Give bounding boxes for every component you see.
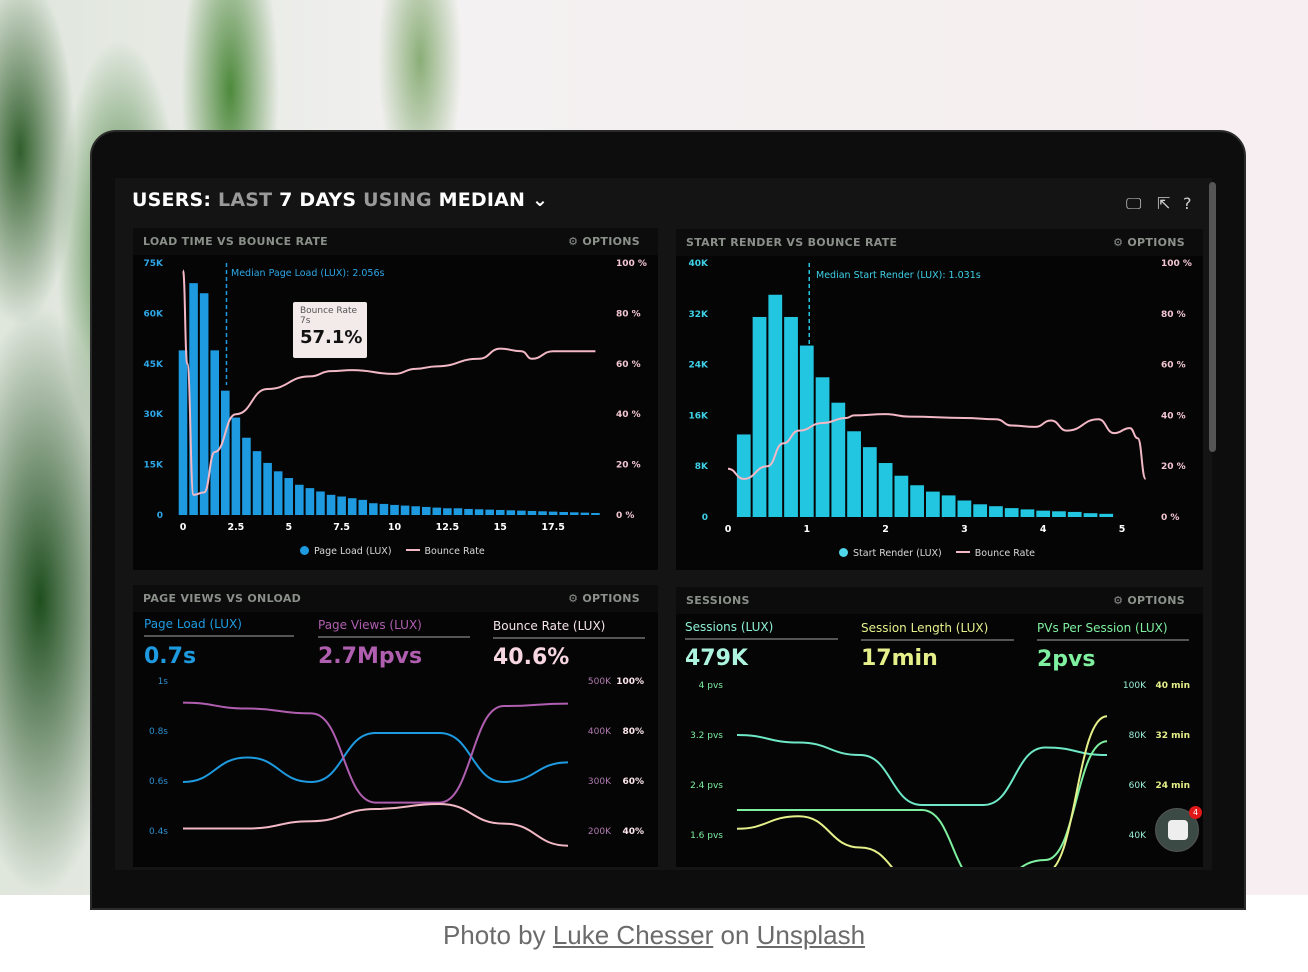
options-button[interactable]: ⚙ OPTIONS xyxy=(568,592,640,605)
metric-label: Bounce Rate (LUX) xyxy=(493,619,645,639)
metric-value: 17min xyxy=(861,646,938,671)
load-time-chart-panel xyxy=(133,255,658,570)
metric-value: 2pvs xyxy=(1037,647,1096,672)
help-icon[interactable]: ? xyxy=(1183,194,1192,213)
monitor-icon[interactable]: 🖵 xyxy=(1126,194,1142,213)
start-render-chart-panel xyxy=(676,256,1203,570)
legend-item[interactable]: Page Load (LUX) xyxy=(314,546,392,557)
unsplash-link[interactable]: Unsplash xyxy=(756,920,866,950)
metric-label: PVs Per Session (LUX) xyxy=(1037,621,1189,641)
legend-dot xyxy=(839,548,848,557)
panel-header: START RENDER VS BOUNCE RATE ⚙ OPTIONS xyxy=(676,229,1203,256)
chat-icon xyxy=(1168,820,1188,840)
options-button[interactable]: ⚙ OPTIONS xyxy=(568,235,640,248)
metric-label: Sessions (LUX) xyxy=(685,620,838,640)
photo-credit: Photo by Luke Chesser on Unsplash xyxy=(442,920,866,950)
panel-header: PAGE VIEWS VS ONLOAD ⚙ OPTIONS xyxy=(133,585,658,612)
options-button[interactable]: ⚙ OPTIONS xyxy=(1113,236,1185,249)
metric-label: Session Length (LUX) xyxy=(861,621,1014,641)
author-link[interactable]: Luke Chesser xyxy=(552,920,714,950)
median-annotation: Median Start Render (LUX): 1.031s xyxy=(816,270,981,281)
legend-item[interactable]: Bounce Rate xyxy=(424,546,485,557)
legend-dot xyxy=(300,546,309,555)
legend: Start Render (LUX) Bounce Rate xyxy=(839,548,1035,559)
page-title[interactable]: USERS: LAST 7 DAYS USING MEDIAN ⌄ xyxy=(132,189,549,211)
chevron-down-icon[interactable]: ⌄ xyxy=(532,189,549,211)
metric-value: 2.7Mpvs xyxy=(318,644,423,669)
legend-item[interactable]: Bounce Rate xyxy=(974,548,1036,559)
legend-item[interactable]: Start Render (LUX) xyxy=(853,548,942,559)
panel-header: SESSIONS ⚙ OPTIONS xyxy=(676,587,1203,614)
panel-header: LOAD TIME VS BOUNCE RATE ⚙ OPTIONS xyxy=(133,228,658,255)
metric-value: 479K xyxy=(685,646,748,671)
metric-label: Page Views (LUX) xyxy=(318,618,470,638)
tooltip: Bounce Rate 7s 57.1% xyxy=(293,302,367,358)
notification-badge: 4 xyxy=(1189,806,1202,819)
metric-value: 40.6% xyxy=(493,645,570,670)
median-annotation: Median Page Load (LUX): 2.056s xyxy=(231,268,385,279)
sessions-panel xyxy=(676,614,1203,867)
metric-label: Page Load (LUX) xyxy=(144,617,294,637)
options-button[interactable]: ⚙ OPTIONS xyxy=(1113,594,1185,607)
share-icon[interactable]: ⇱ xyxy=(1157,194,1171,213)
metric-value: 0.7s xyxy=(144,644,197,669)
legend: Page Load (LUX) Bounce Rate xyxy=(300,546,485,557)
scrollbar[interactable] xyxy=(1209,182,1216,452)
